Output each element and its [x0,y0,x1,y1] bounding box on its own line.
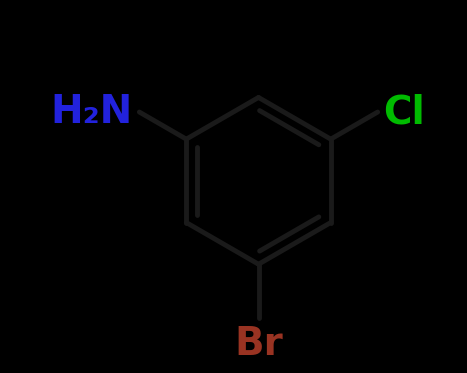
Text: Cl: Cl [382,93,425,131]
Text: Br: Br [234,325,283,363]
Text: H₂N: H₂N [50,93,133,131]
